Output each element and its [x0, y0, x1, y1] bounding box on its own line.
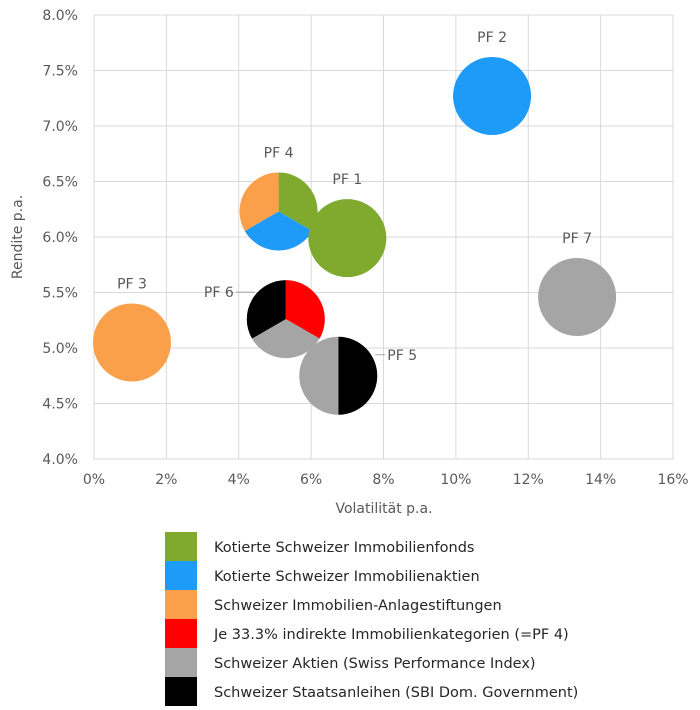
- bubble-slice-spi: [252, 319, 320, 359]
- y-tick-label: 5.5%: [42, 286, 78, 302]
- x-tick-label: 0%: [83, 472, 105, 488]
- bubble-slice-sbi: [338, 336, 378, 415]
- x-tick-label: 2%: [155, 472, 177, 488]
- x-tick-label: 16%: [657, 472, 688, 488]
- bubble-label: PF 4: [264, 145, 294, 161]
- legend-label: Schweizer Staatsanleihen (SBI Dom. Gover…: [214, 685, 578, 701]
- tick-labels: 0% 2% 4% 6% 8% 10% 12% 14% 16% 4.0% 4.5% 5.0% 5.5% 6.…: [42, 8, 688, 488]
- bubble-pf-4: PF 4: [239, 145, 318, 251]
- legend-item: Kotierte Schweizer Immobilienfonds: [165, 532, 474, 561]
- y-tick-label: 7.5%: [42, 64, 78, 80]
- bubble-label: PF 5: [387, 348, 417, 364]
- legend-label: Schweizer Aktien (Swiss Performance Inde…: [214, 656, 536, 672]
- bubble-slice-aktien: [453, 57, 532, 136]
- bubble-label: PF 2: [477, 30, 507, 46]
- y-tick-label: 4.5%: [42, 397, 78, 413]
- bubble-pf-3: PF 3: [92, 276, 171, 382]
- bubble-slice-fonds: [278, 172, 318, 231]
- bubble-label: PF 3: [117, 276, 147, 292]
- bubble-label: PF 1: [332, 172, 362, 188]
- x-axis-label: Volatilität p.a.: [335, 501, 432, 517]
- bubbles: PF 2 PF 4 PF 1 PF 7 PF 3 PF 6 PF 5: [92, 30, 617, 415]
- legend: Kotierte Schweizer Immobilienfonds Kotier…: [165, 532, 578, 706]
- x-tick-label: 4%: [228, 472, 250, 488]
- legend-item: Schweizer Staatsanleihen (SBI Dom. Gover…: [165, 677, 578, 706]
- bubble-label: PF 6: [204, 285, 234, 301]
- y-axis-label: Rendite p.a.: [10, 195, 26, 279]
- legend-item: Je 33.3% indirekte Immobilienkategorien …: [165, 619, 569, 648]
- bubble-slice-mix: [285, 280, 325, 339]
- x-tick-label: 12%: [513, 472, 544, 488]
- y-tick-label: 6.5%: [42, 175, 78, 191]
- bubble-pf-6: PF 6: [204, 280, 325, 359]
- bubble-pf-7: PF 7: [538, 231, 617, 336]
- y-tick-label: 8.0%: [42, 8, 78, 24]
- legend-label: Je 33.3% indirekte Immobilienkategorien …: [213, 627, 569, 643]
- legend-swatch: [165, 590, 197, 619]
- legend-swatch: [165, 677, 197, 706]
- bubble-pf-2: PF 2: [453, 30, 532, 136]
- legend-swatch: [165, 619, 197, 648]
- bubble-slice-spi: [299, 336, 339, 415]
- legend-swatch: [165, 648, 197, 677]
- y-tick-label: 4.0%: [42, 452, 78, 468]
- bubble-slice-stift: [92, 303, 171, 382]
- x-tick-label: 10%: [440, 472, 471, 488]
- legend-label: Schweizer Immobilien-Anlagestiftungen: [214, 598, 502, 614]
- legend-item: Schweizer Immobilien-Anlagestiftungen: [165, 590, 502, 619]
- bubble-slice-fonds: [308, 199, 387, 278]
- bubble-pf-5: PF 5: [299, 336, 417, 415]
- bubble-pf-1: PF 1: [308, 172, 387, 278]
- x-tick-label: 8%: [372, 472, 394, 488]
- legend-swatch: [165, 561, 197, 590]
- legend-item: Kotierte Schweizer Immobilienaktien: [165, 561, 480, 590]
- bubble-slice-spi: [538, 257, 617, 336]
- y-tick-label: 6.0%: [42, 230, 78, 246]
- legend-swatch: [165, 532, 197, 561]
- legend-item: Schweizer Aktien (Swiss Performance Inde…: [165, 648, 536, 677]
- bubble-slice-sbi: [246, 280, 286, 339]
- bubble-slice-stift: [239, 172, 279, 231]
- y-tick-label: 7.0%: [42, 119, 78, 135]
- legend-label: Kotierte Schweizer Immobilienaktien: [214, 569, 480, 585]
- x-tick-label: 6%: [300, 472, 322, 488]
- legend-label: Kotierte Schweizer Immobilienfonds: [214, 540, 474, 556]
- y-tick-label: 5.0%: [42, 341, 78, 357]
- bubble-label: PF 7: [562, 231, 592, 247]
- bubble-slice-aktien: [244, 211, 313, 251]
- x-tick-label: 14%: [585, 472, 616, 488]
